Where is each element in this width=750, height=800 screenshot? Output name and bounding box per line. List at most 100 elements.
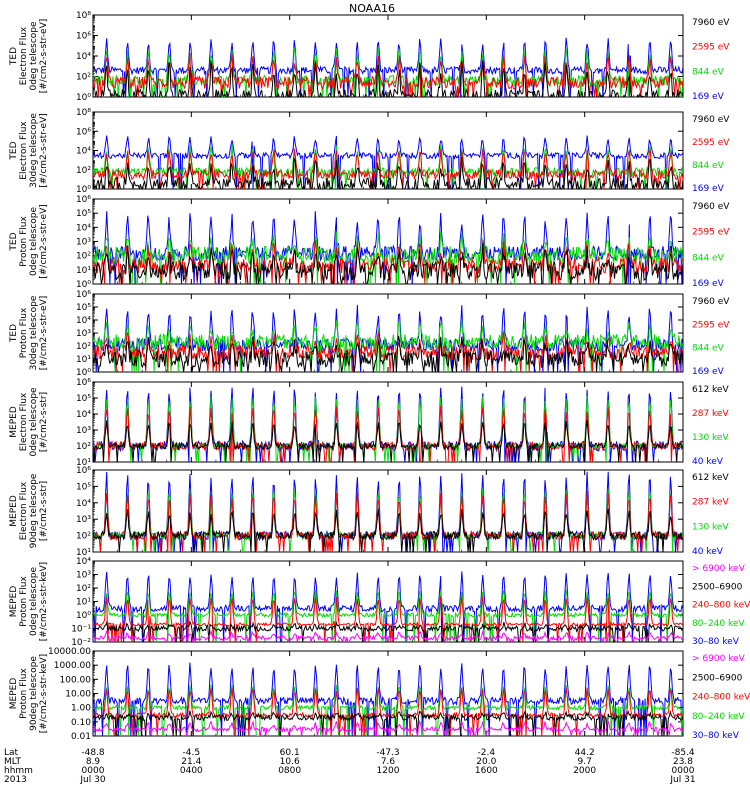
panel-frame xyxy=(92,381,684,463)
series-line-2500-6900 xyxy=(93,709,683,736)
time-axis-tick-label: 0000 xyxy=(82,766,105,776)
time-axis-tick-label: 7.6 xyxy=(381,757,396,767)
legend-entry: 240–800 keV xyxy=(692,601,750,611)
series-line-240-800-keV xyxy=(93,687,683,736)
y-tick-label: 10¹ xyxy=(76,266,91,276)
y-axis-label-line: Proton Flux xyxy=(19,307,29,358)
panel-traces xyxy=(93,571,683,642)
panel-traces xyxy=(93,37,683,97)
y-axis-label-line: MEPED xyxy=(9,586,19,618)
y-axis-label-line: Electron Flux xyxy=(19,392,29,451)
series-line--6900-keV xyxy=(93,629,683,642)
time-axis-tick-label: -47.3 xyxy=(376,748,399,758)
y-tick-label: 10⁰ xyxy=(76,280,91,290)
y-axis-label-line: 30deg telescope xyxy=(29,113,39,188)
y-tick-label: 10³ xyxy=(76,238,91,248)
legend-entry: 169 eV xyxy=(692,184,725,194)
time-axis-tick-label: 10.6 xyxy=(280,757,300,767)
series-line-2500-6900 xyxy=(93,620,683,642)
y-tick-label: 1.00 xyxy=(71,704,91,714)
y-tick-label: 100.00 xyxy=(60,675,92,685)
series-line-844-eV xyxy=(93,230,683,284)
panel-meped-proton-90deg: 0.010.101.0010.00100.001000.0010000.00ME… xyxy=(9,647,750,742)
y-axis-label-line: [#/cm2-s-str] xyxy=(39,392,49,452)
y-axis-label-line: [#/cm2-s-str-eV] xyxy=(39,296,49,371)
legend-entry: 2500–6900 xyxy=(692,673,743,683)
y-tick-label: 10² xyxy=(76,166,91,176)
time-axis-tick-label: 20.0 xyxy=(476,757,496,767)
y-tick-label: 10⁶ xyxy=(76,466,91,476)
time-axis-tick-label: Jul 31 xyxy=(669,775,695,785)
series-line-169-eV xyxy=(93,37,683,97)
legend-entry: 2595 eV xyxy=(692,320,730,330)
time-axis-tick-label: Jul 30 xyxy=(79,775,105,785)
time-axis-tick-label: -85.4 xyxy=(671,748,695,758)
panel-ted-electron-0deg: 10⁰ 10² 10⁴ 10⁶ 10⁸ TEDElectron Flux0deg tele… xyxy=(9,11,730,103)
legend-entry: 30–80 keV xyxy=(692,731,740,741)
y-axis-label: MEPEDElectron Flux0deg telescope[#/cm2-s… xyxy=(9,387,49,457)
panel-traces xyxy=(93,304,683,372)
y-tick-label: 10⁸ xyxy=(76,108,91,118)
y-tick-label: 10⁰ xyxy=(76,611,91,621)
y-tick-label: 10⁰ xyxy=(76,185,91,195)
y-axis-label-line: Proton Flux xyxy=(19,668,29,719)
y-axis-label: MEPEDProton Flux0deg telescope[#/cm2-s-s… xyxy=(9,562,49,641)
legend-entry: 169 eV xyxy=(692,92,725,102)
series-line-7960-eV xyxy=(93,156,683,189)
panel-traces xyxy=(93,386,683,462)
series-line-2595-eV xyxy=(93,332,683,372)
y-tick-label: 10⁵ xyxy=(76,209,91,219)
y-tick-label: 10³ xyxy=(76,515,91,525)
y-axis-label-line: [#/cm2-s-str] xyxy=(39,481,49,541)
y-axis-label-line: [#/cm2-s-str-eV] xyxy=(39,204,49,279)
legend-entry: 287 keV xyxy=(692,409,729,419)
legend-entry: 2595 eV xyxy=(692,43,730,53)
y-axis-label-line: Electron Flux xyxy=(19,26,29,85)
y-axis-label-line: MEPED xyxy=(9,495,19,527)
legend-entry: 2500–6900 xyxy=(692,582,743,592)
legend-entry: 80–240 keV xyxy=(692,619,745,629)
y-tick-label: 10² xyxy=(76,252,91,262)
legend-entry: > 6900 keV xyxy=(692,564,746,574)
panel-traces xyxy=(93,135,683,189)
y-axis-label: MEPEDElectron Flux90deg telescope[#/cm2-… xyxy=(9,473,49,548)
y-tick-label: 10.00 xyxy=(65,690,91,700)
legend-entry: 2595 eV xyxy=(692,228,730,238)
series-line-169-eV xyxy=(93,135,683,189)
y-axis-label-line: 90deg telescope xyxy=(29,656,39,731)
y-tick-label: 10000.00 xyxy=(48,647,91,657)
y-axis-label: TEDElectron Flux0deg telescope[#/cm2-s-s… xyxy=(9,19,49,94)
y-tick-label: 10² xyxy=(76,342,91,352)
y-tick-label: 0.10 xyxy=(71,718,91,728)
series-line-130-keV xyxy=(93,395,683,462)
time-axis-tick-label: 0400 xyxy=(180,766,203,776)
series-line-40-keV xyxy=(93,386,683,462)
legend-entry: 30–80 keV xyxy=(692,637,740,647)
legend-entry: 612 keV xyxy=(692,385,729,395)
legend-entry: 7960 eV xyxy=(692,202,730,212)
y-axis-label-line: [#/cm2-s-str-keV] xyxy=(39,654,49,733)
y-tick-label: 10² xyxy=(76,73,91,83)
y-tick-label: 10⁰ xyxy=(76,368,91,378)
y-tick-label: 10² xyxy=(76,532,91,542)
time-axis-tick-label: 1600 xyxy=(475,766,498,776)
y-tick-label: 10⁴ xyxy=(76,499,91,509)
legend-entry: 2595 eV xyxy=(692,138,730,148)
series-line-240-800-keV xyxy=(93,596,683,642)
y-axis-label: TEDElectron Flux30deg telescope[#/cm2-s-… xyxy=(9,113,49,188)
panel-ted-electron-30deg: 10⁰ 10² 10⁴ 10⁶ 10⁸ TEDElectron Flux30deg tel… xyxy=(9,108,730,195)
y-axis-label-line: TED xyxy=(9,324,19,343)
y-tick-label: 10¹ xyxy=(76,548,91,558)
y-tick-label: 10¹ xyxy=(76,355,91,365)
panel-ted-proton-0deg: 10⁰ 10¹ 10² 10³ 10⁴ 10⁵ 10⁶ TEDProton Flux0deg … xyxy=(9,195,730,290)
y-axis-label-line: 0deg telescope xyxy=(29,21,39,91)
time-axis-row-label: hhmm xyxy=(4,766,33,776)
time-axis-tick-label: 0000 xyxy=(672,766,695,776)
time-axis-tick-label: 9.7 xyxy=(578,757,592,767)
series-line-287-keV xyxy=(93,405,683,462)
time-axis-row-label: Lat xyxy=(4,748,19,758)
time-axis-tick-label: -48.8 xyxy=(81,748,105,758)
y-axis-label-line: TED xyxy=(9,47,19,66)
